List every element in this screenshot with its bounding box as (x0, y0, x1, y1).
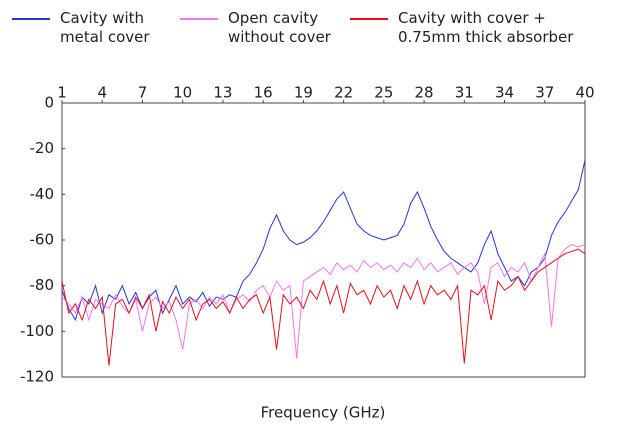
series-line (61, 248, 586, 366)
x-tick-label: 25 (374, 84, 393, 102)
y-tick-label: -120 (20, 368, 54, 386)
y-tick-label: -20 (30, 139, 55, 157)
y-tick-label: -40 (30, 185, 55, 203)
x-tick-label: 40 (575, 84, 594, 102)
legend-swatch (180, 18, 218, 20)
x-tick-label: 22 (334, 84, 353, 102)
x-tick-label: 4 (97, 84, 107, 102)
legend-item: Cavity with metal cover (12, 9, 170, 47)
x-tick-label: 10 (173, 84, 192, 102)
x-tick-label: 1 (57, 84, 67, 102)
series-line (61, 244, 586, 359)
series-line (61, 159, 586, 322)
legend-item: Open cavity without cover (180, 9, 358, 47)
x-tick-label: 37 (535, 84, 554, 102)
legend-label: Open cavity without cover (228, 9, 331, 46)
y-tick-label: -60 (30, 231, 55, 249)
x-tick-label: 13 (213, 84, 232, 102)
x-tick-label: 31 (455, 84, 474, 102)
x-tick-label: 19 (294, 84, 313, 102)
y-tick-label: -80 (30, 276, 55, 294)
legend-swatch (12, 18, 50, 20)
legend-item: Cavity with cover + 0.75mm thick absorbe… (350, 9, 588, 47)
legend-label: Cavity with metal cover (60, 9, 150, 46)
x-tick-label: 16 (254, 84, 273, 102)
x-tick-label: 7 (138, 84, 148, 102)
y-tick-label: -100 (20, 322, 54, 340)
y-tick-label: 0 (44, 94, 54, 112)
x-tick-label: 34 (495, 84, 514, 102)
legend-label: Cavity with cover + 0.75mm thick absorbe… (398, 9, 574, 46)
legend-swatch (350, 18, 388, 20)
plot-frame (61, 102, 586, 378)
x-tick-label: 28 (415, 84, 434, 102)
x-axis-label: Frequency (GHz) (261, 404, 386, 422)
